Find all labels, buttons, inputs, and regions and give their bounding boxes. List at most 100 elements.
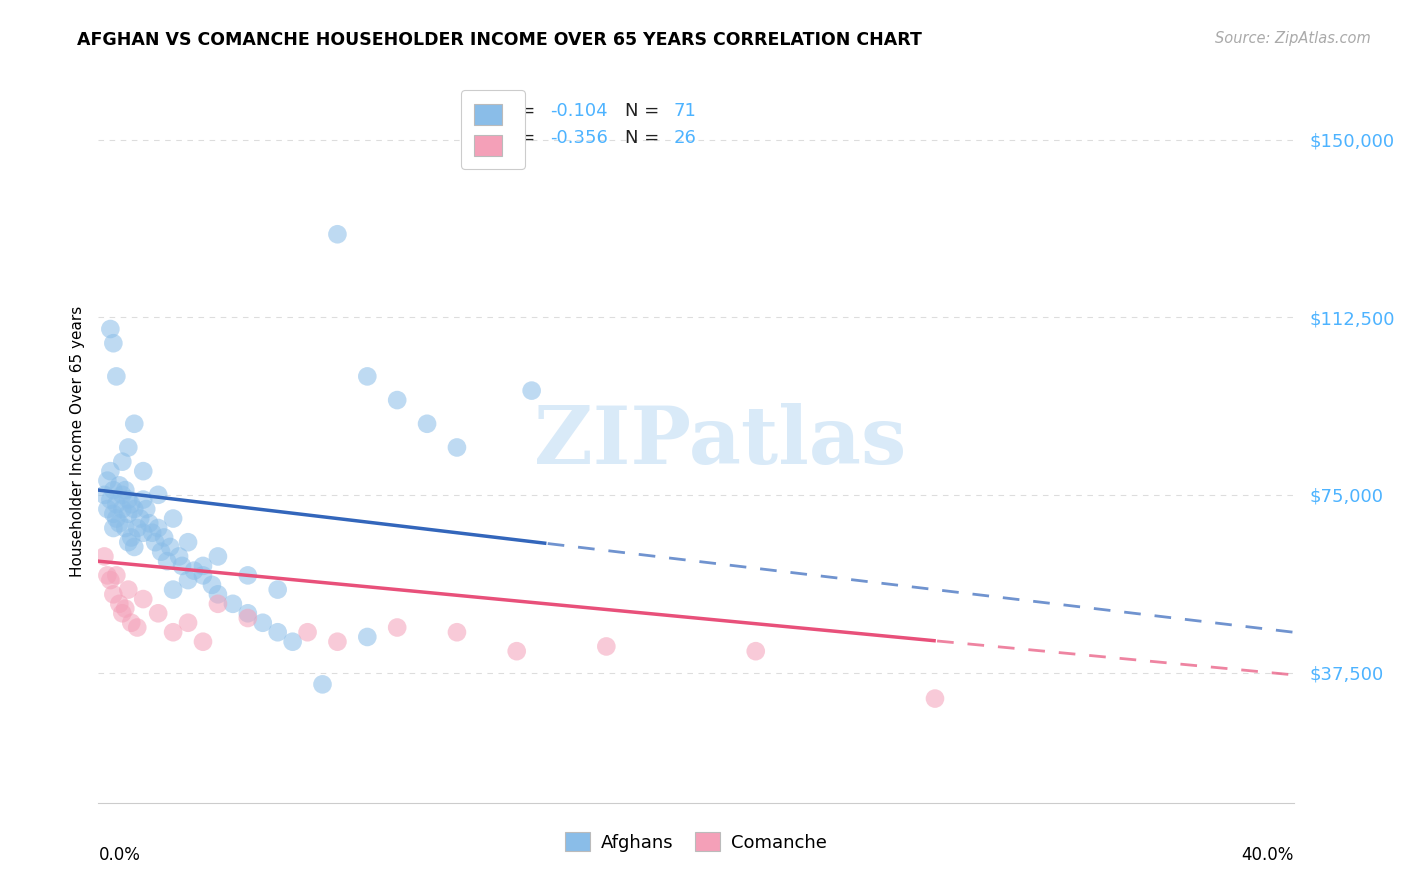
Point <box>138 516 160 531</box>
Point <box>236 568 259 582</box>
Point <box>127 521 149 535</box>
Point <box>111 502 134 516</box>
Point <box>93 488 115 502</box>
Point <box>148 521 170 535</box>
Point <box>120 531 142 545</box>
Point <box>114 521 136 535</box>
Point <box>267 625 290 640</box>
Point <box>356 369 378 384</box>
Point <box>132 464 155 478</box>
Point <box>105 497 128 511</box>
Legend: Afghans, Comanche: Afghans, Comanche <box>558 825 834 859</box>
Point <box>98 573 122 587</box>
Point <box>124 417 146 431</box>
Point <box>385 620 409 634</box>
Point <box>236 607 259 621</box>
Point <box>153 531 176 545</box>
Text: -0.356: -0.356 <box>550 129 607 147</box>
Text: 40.0%: 40.0% <box>1241 847 1294 864</box>
Point <box>103 336 125 351</box>
Y-axis label: Householder Income Over 65 years: Householder Income Over 65 years <box>69 306 84 577</box>
Point <box>207 587 229 601</box>
Point <box>114 601 136 615</box>
Point <box>148 607 170 621</box>
Point <box>129 511 152 525</box>
Point <box>132 525 155 540</box>
Point <box>111 488 134 502</box>
Point <box>222 597 245 611</box>
Point <box>111 607 134 621</box>
Text: Source: ZipAtlas.com: Source: ZipAtlas.com <box>1215 31 1371 46</box>
Point <box>117 535 139 549</box>
Text: R =: R = <box>502 129 541 147</box>
Point <box>356 630 378 644</box>
Point <box>745 644 768 658</box>
Point <box>326 634 349 648</box>
Point <box>114 483 136 497</box>
Point <box>924 691 946 706</box>
Point <box>177 535 200 549</box>
Point <box>143 535 166 549</box>
Text: AFGHAN VS COMANCHE HOUSEHOLDER INCOME OVER 65 YEARS CORRELATION CHART: AFGHAN VS COMANCHE HOUSEHOLDER INCOME OV… <box>77 31 922 49</box>
Point <box>148 488 170 502</box>
Point <box>191 634 214 648</box>
Point <box>124 540 146 554</box>
Point <box>446 441 468 455</box>
Point <box>103 521 125 535</box>
Point <box>117 582 139 597</box>
Point <box>162 511 184 525</box>
Point <box>96 502 118 516</box>
Point <box>141 525 163 540</box>
Point <box>311 677 333 691</box>
Point <box>162 625 184 640</box>
Point <box>127 620 149 634</box>
Point <box>252 615 274 630</box>
Point <box>191 558 214 573</box>
Point <box>297 625 319 640</box>
Point <box>98 464 122 478</box>
Point <box>96 474 118 488</box>
Point <box>506 644 529 658</box>
Point <box>103 507 125 521</box>
Point <box>177 573 200 587</box>
Point <box>385 393 409 408</box>
Point <box>177 615 200 630</box>
Text: R =: R = <box>502 102 541 120</box>
Point <box>98 322 122 336</box>
Text: 0.0%: 0.0% <box>98 847 141 864</box>
Point <box>132 492 155 507</box>
Point <box>132 592 155 607</box>
Point <box>111 455 134 469</box>
Point <box>117 441 139 455</box>
Point <box>108 478 131 492</box>
Point <box>172 558 194 573</box>
Point <box>416 417 439 431</box>
Point <box>156 554 179 568</box>
Text: N =: N = <box>626 102 665 120</box>
Point <box>150 544 173 558</box>
Point <box>520 384 543 398</box>
Point <box>267 582 290 597</box>
Point <box>120 497 142 511</box>
Point <box>105 369 128 384</box>
Point <box>135 502 157 516</box>
Point <box>108 516 131 531</box>
Text: 71: 71 <box>673 102 696 120</box>
Point <box>108 597 131 611</box>
Text: N =: N = <box>626 129 665 147</box>
Point <box>183 564 205 578</box>
Point <box>159 540 181 554</box>
Point <box>446 625 468 640</box>
Point <box>207 597 229 611</box>
Point <box>117 492 139 507</box>
Point <box>191 568 214 582</box>
Point <box>105 568 128 582</box>
Point <box>326 227 349 242</box>
Text: ZIPatlas: ZIPatlas <box>534 402 905 481</box>
Point <box>201 578 224 592</box>
Point <box>207 549 229 564</box>
Point <box>167 549 190 564</box>
Point <box>98 492 122 507</box>
Point <box>162 582 184 597</box>
Text: 26: 26 <box>673 129 696 147</box>
